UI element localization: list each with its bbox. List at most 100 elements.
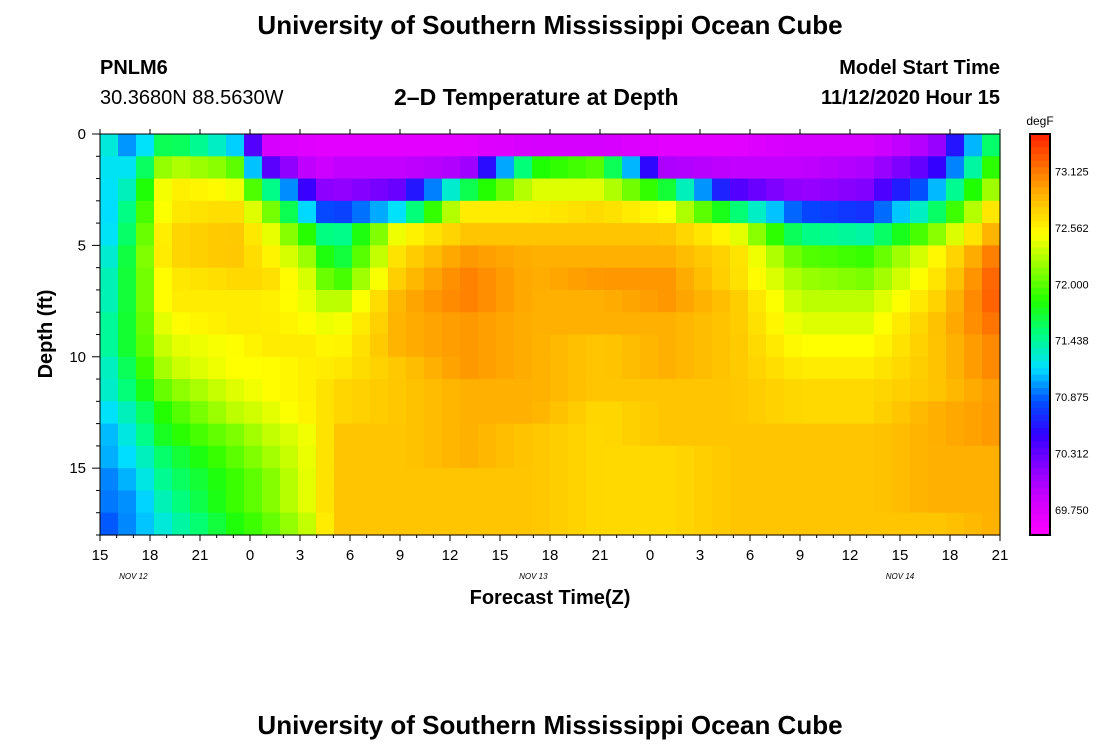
heatmap-cell (352, 200, 371, 224)
heatmap-cell (262, 512, 281, 536)
heatmap-cell (208, 178, 227, 202)
heatmap-cell (838, 245, 857, 269)
heatmap-cell (208, 512, 227, 536)
heatmap-cell (298, 245, 317, 269)
heatmap-cell (802, 156, 821, 180)
heatmap-cell (460, 289, 479, 313)
heatmap-cell (730, 423, 749, 447)
heatmap-cell (460, 223, 479, 246)
colorbar-swatch (1030, 227, 1050, 235)
heatmap-cell (748, 356, 767, 380)
heatmap-cell (640, 312, 659, 336)
heatmap-cell (496, 289, 515, 313)
heatmap-cell (226, 223, 245, 246)
heatmap-cell (784, 468, 803, 492)
heatmap-cell (856, 490, 875, 514)
heatmap-cell (856, 178, 875, 202)
heatmap-cell (964, 401, 983, 425)
heatmap-cell (406, 379, 425, 402)
heatmap-cell (856, 334, 875, 358)
heatmap-cell (226, 267, 245, 291)
heatmap-cell (496, 245, 515, 269)
heatmap-cell (946, 223, 965, 246)
heatmap-cell (820, 468, 839, 492)
heatmap-cell (244, 423, 263, 447)
heatmap-cell (262, 223, 281, 246)
heatmap-cell (838, 312, 857, 336)
colorbar-swatch (1030, 521, 1050, 529)
heatmap-cell (658, 334, 677, 358)
heatmap-cell (370, 468, 389, 492)
heatmap-cell (982, 267, 1001, 291)
heatmap-cell (262, 267, 281, 291)
heatmap-cell (676, 245, 695, 269)
heatmap-cell (262, 312, 281, 336)
heatmap-cell (946, 423, 965, 447)
heatmap-cell (280, 134, 299, 157)
heatmap-cell (784, 490, 803, 514)
heatmap-cell (532, 134, 551, 157)
heatmap-cell (856, 379, 875, 402)
heatmap-cell (424, 423, 443, 447)
heatmap-cell (424, 468, 443, 492)
heatmap-cell (298, 490, 317, 514)
heatmap-cell (334, 512, 353, 536)
colorbar-swatch (1030, 408, 1050, 416)
heatmap-cell (172, 356, 191, 380)
heatmap-cell (658, 156, 677, 180)
heatmap-cell (280, 512, 299, 536)
heatmap-cell (622, 356, 641, 380)
heatmap-cell (334, 267, 353, 291)
heatmap-cell (514, 334, 533, 358)
heatmap-cell (838, 512, 857, 536)
heatmap-cell (712, 267, 731, 291)
heatmap-cell (262, 401, 281, 425)
heatmap-cell (190, 445, 209, 469)
colorbar-swatch (1030, 140, 1050, 148)
heatmap-cell (172, 401, 191, 425)
heatmap-cell (478, 490, 497, 514)
heatmap-cell (730, 356, 749, 380)
heatmap-cell (676, 334, 695, 358)
heatmap-cell (928, 468, 947, 492)
colorbar-swatch (1030, 448, 1050, 456)
heatmap-cell (532, 200, 551, 224)
heatmap-cell (982, 356, 1001, 380)
heatmap-cell (766, 468, 785, 492)
heatmap-cell (820, 490, 839, 514)
colorbar-swatch (1030, 281, 1050, 289)
heatmap-cell (496, 178, 515, 202)
heatmap-cell (928, 401, 947, 425)
colorbar-swatch (1030, 287, 1050, 295)
heatmap-cell (388, 334, 407, 358)
heatmap-cell (316, 512, 335, 536)
heatmap-cell (172, 245, 191, 269)
heatmap-cell (730, 490, 749, 514)
heatmap-cell (460, 445, 479, 469)
heatmap-cell (568, 134, 587, 157)
heatmap-cell (892, 178, 911, 202)
heatmap-cell (208, 423, 227, 447)
heatmap-cell (838, 468, 857, 492)
heatmap-cell (370, 267, 389, 291)
heatmap-cell (622, 289, 641, 313)
heatmap-cell (424, 379, 443, 402)
heatmap-cell (136, 423, 155, 447)
heatmap-cell (640, 334, 659, 358)
heatmap-cell (694, 178, 713, 202)
heatmap-cell (820, 289, 839, 313)
heatmap-cell (658, 312, 677, 336)
heatmap-cell (118, 134, 137, 157)
heatmap-cell (136, 223, 155, 246)
heatmap-cell (280, 379, 299, 402)
heatmap-cell (910, 156, 929, 180)
heatmap-cell (784, 445, 803, 469)
heatmap-cell (190, 312, 209, 336)
heatmap-cell (694, 356, 713, 380)
heatmap-cell (118, 289, 137, 313)
heatmap-cell (856, 134, 875, 157)
colorbar-swatch (1030, 374, 1050, 382)
heatmap-cell (262, 445, 281, 469)
colorbar-swatch (1030, 327, 1050, 336)
